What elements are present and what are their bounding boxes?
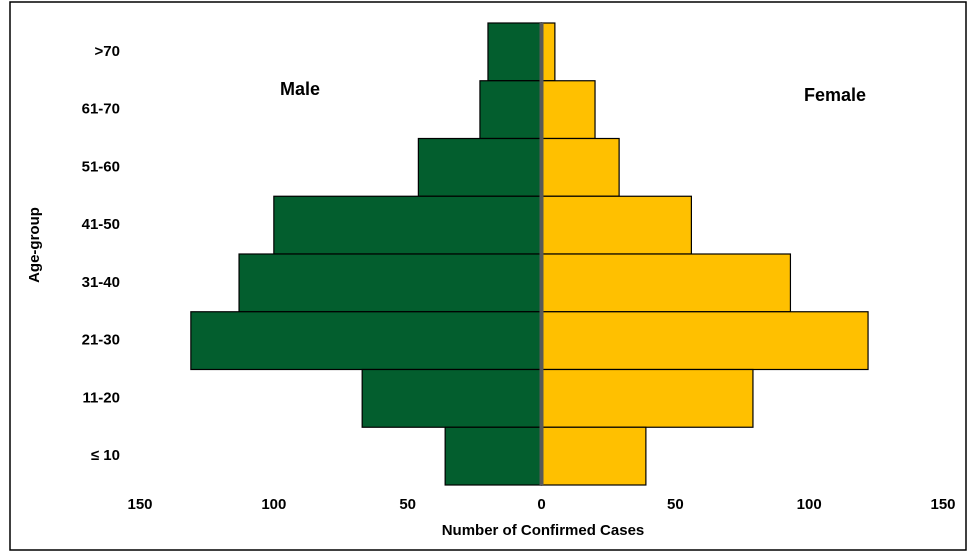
y-tick-label: 31-40: [82, 274, 120, 291]
bar: [540, 80, 596, 140]
bar: [361, 368, 543, 428]
x-tick-label: 150: [127, 496, 152, 513]
y-tick-label: 11-20: [82, 389, 120, 406]
bar: [540, 137, 620, 197]
bar: [540, 195, 692, 255]
bar: [540, 253, 792, 313]
y-tick-label: 41-50: [82, 216, 120, 233]
bar: [487, 22, 543, 82]
x-axis-title: Number of Confirmed Cases: [442, 522, 645, 539]
bar: [479, 80, 543, 140]
y-tick-label: 61-70: [82, 101, 120, 118]
y-tick-label: ≤ 10: [91, 447, 120, 464]
bar: [190, 311, 543, 371]
y-tick-label: 51-60: [82, 158, 120, 175]
bar: [540, 311, 869, 371]
x-tick-label: 50: [399, 496, 416, 513]
bar: [540, 426, 647, 486]
bar: [444, 426, 543, 486]
x-tick-label: 50: [667, 496, 684, 513]
bar: [273, 195, 543, 255]
y-tick-label: 21-30: [82, 332, 120, 349]
x-tick-label: 150: [930, 496, 955, 513]
bar: [417, 137, 543, 197]
legend-label: Female: [804, 85, 866, 105]
bar: [238, 253, 543, 313]
y-axis-title: Age-group: [26, 207, 43, 283]
chart-frame: [9, 1, 967, 551]
bar: [540, 368, 754, 428]
y-tick-label: >70: [95, 43, 120, 60]
x-tick-label: 0: [537, 496, 545, 513]
x-tick-label: 100: [797, 496, 822, 513]
legend-label: Male: [280, 79, 320, 99]
x-tick-label: 100: [261, 496, 286, 513]
bar: [540, 22, 556, 82]
